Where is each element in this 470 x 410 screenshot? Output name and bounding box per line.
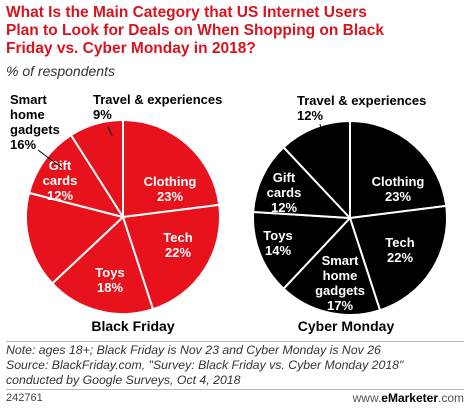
- slice-value-label: 23%: [385, 189, 411, 204]
- slice-category-label: Smart: [322, 253, 360, 268]
- pie-title-cyber-monday: Cyber Monday: [298, 318, 395, 334]
- slice-value-label: 16%: [10, 137, 36, 152]
- pie-outline-cyber-monday: [252, 120, 448, 316]
- slice-category-label: Toys: [95, 265, 124, 280]
- chart-title-line: Friday vs. Cyber Monday in 2018?: [6, 40, 256, 57]
- slice-category-label: Toys: [263, 228, 292, 243]
- brand-suffix: .com: [437, 391, 464, 405]
- leader-line: [37, 149, 63, 169]
- slice-category-label: gadgets: [315, 283, 365, 298]
- brand-logo: www.eMarketer.com: [353, 391, 464, 405]
- pie-title-black-friday: Black Friday: [91, 318, 174, 334]
- chart-title: What Is the Main Category that US Intern…: [6, 4, 464, 58]
- brand-name: eMarketer: [381, 391, 438, 405]
- slice-value-label: 22%: [165, 245, 191, 260]
- slice-value-label: 14%: [265, 243, 291, 258]
- brand-prefix: www.: [352, 391, 382, 405]
- slice-category-label: Travel & experiences: [297, 93, 426, 108]
- footnote-line: Note: ages 18+; Black Friday is Nov 23 a…: [6, 343, 381, 357]
- slice-category-label: Gift: [273, 170, 296, 185]
- chart-title-line: What Is the Main Category that US Intern…: [6, 4, 367, 21]
- slice-category-label: home: [10, 107, 45, 122]
- slice-category-label: home: [323, 268, 358, 283]
- chart-subtitle: % of respondents: [6, 63, 115, 79]
- slice-category-label: Gift: [49, 158, 72, 173]
- slice-value-label: 18%: [97, 280, 123, 295]
- pie-outline-black-friday: [25, 119, 221, 315]
- slice-value-label: 9%: [93, 107, 112, 122]
- slice-value-label: 12%: [47, 188, 73, 203]
- slice-category-label: cards: [267, 185, 302, 200]
- slice-category-label: Clothing: [144, 174, 197, 189]
- chart-title-line: Plan to Look for Deals on When Shopping …: [6, 22, 385, 39]
- slice-category-label: cards: [43, 173, 78, 188]
- slice-value-label: 12%: [297, 108, 323, 123]
- slice-category-label: Smart: [10, 92, 48, 107]
- slice-value-label: 22%: [387, 250, 413, 265]
- footnote-line: Source: BlackFriday.com, "Survey: Black …: [6, 358, 404, 372]
- footnote-line: conducted by Google Surveys, Oct 4, 2018: [6, 373, 241, 387]
- leader-line: [319, 123, 323, 135]
- slice-category-label: Clothing: [372, 174, 425, 189]
- slice-category-label: Tech: [163, 230, 192, 245]
- slice-category-label: gadgets: [10, 122, 60, 137]
- leader-line: [107, 126, 113, 137]
- slice-value-label: 17%: [327, 298, 353, 313]
- footer-divider: [6, 341, 464, 342]
- pie-charts: Clothing23%Tech22%Toys18%Smarthomegadget…: [10, 92, 448, 334]
- slice-category-label: Tech: [385, 235, 414, 250]
- footer-divider: [6, 389, 464, 390]
- slice-value-label: 23%: [157, 189, 183, 204]
- slice-value-label: 12%: [271, 200, 297, 215]
- slice-category-label: Travel & experiences: [93, 92, 222, 107]
- chart-id: 242761: [6, 392, 43, 404]
- footnotes: Note: ages 18+; Black Friday is Nov 23 a…: [6, 343, 403, 388]
